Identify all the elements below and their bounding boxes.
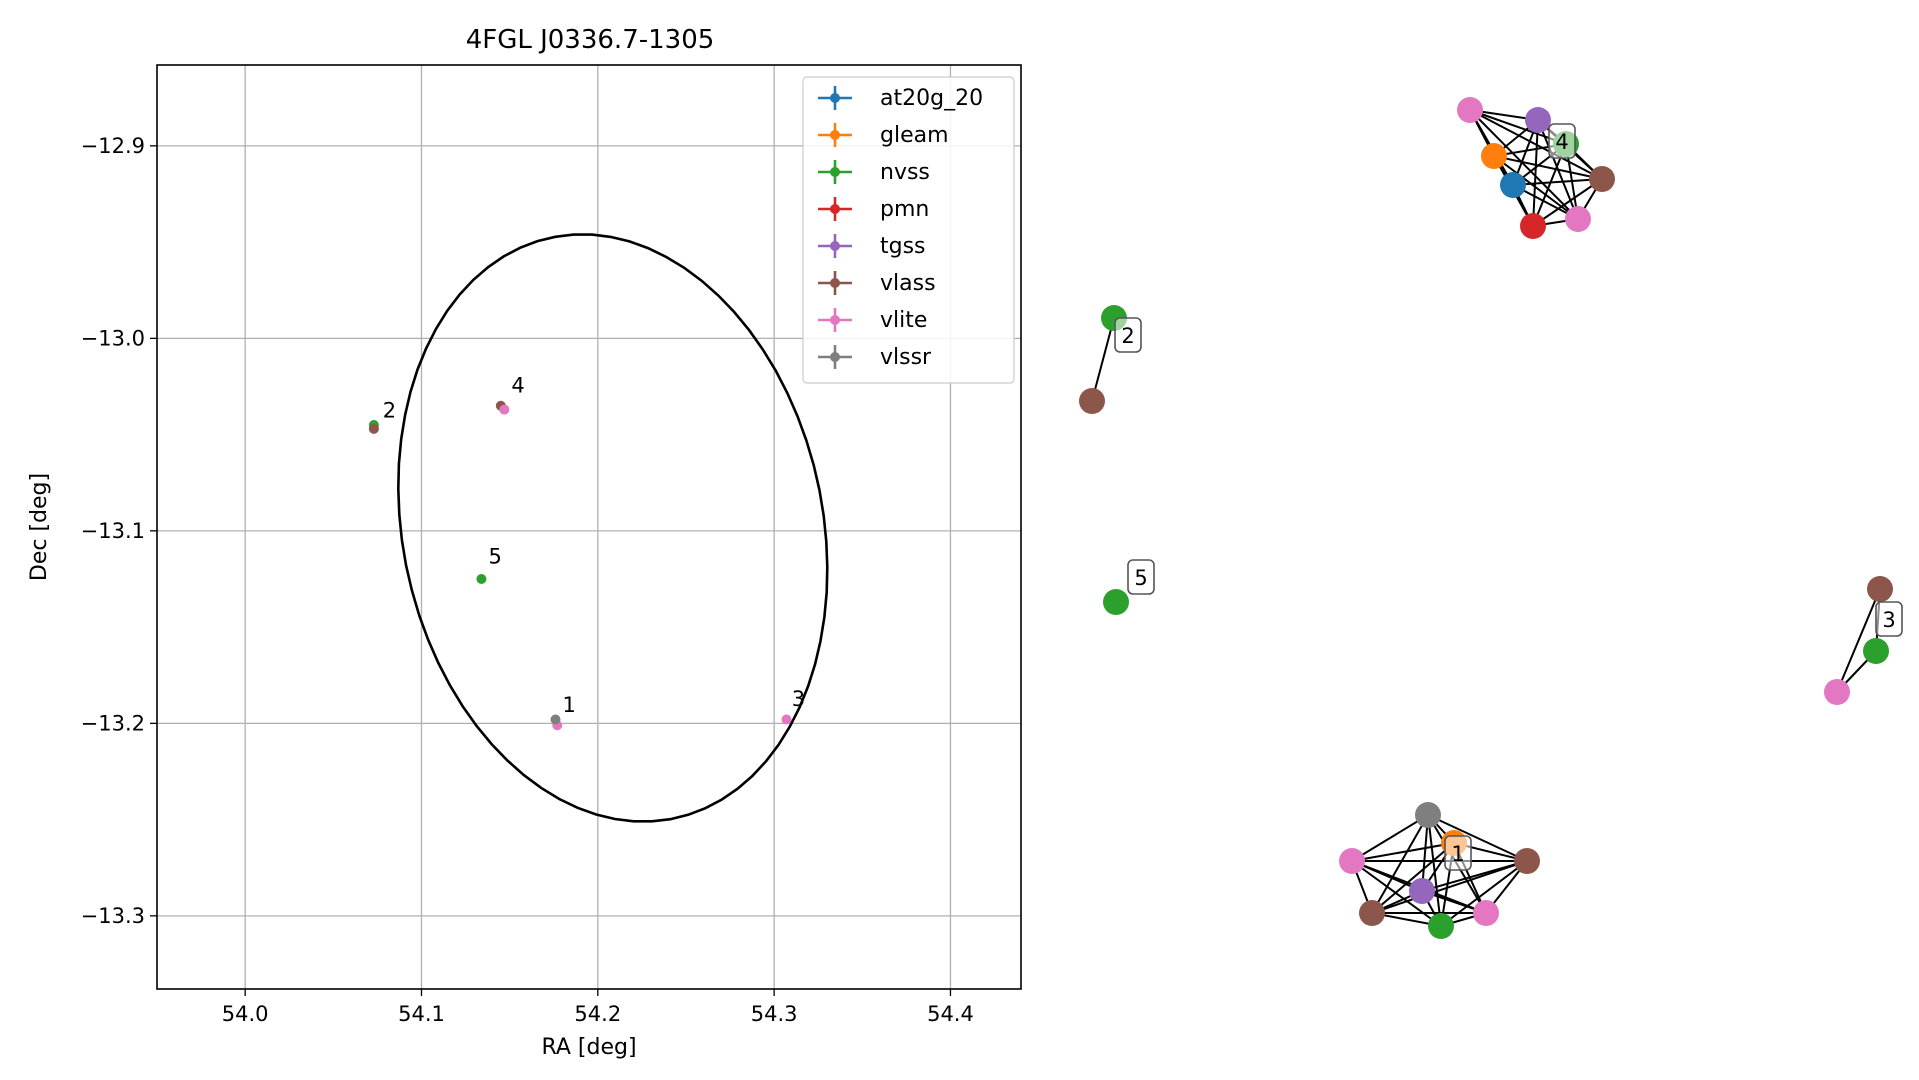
network-cluster-label: 1 <box>1444 835 1472 871</box>
network-edge <box>1371 860 1528 914</box>
legend-label: nvss <box>880 160 930 185</box>
legend-item-vlite: vlite <box>818 308 927 333</box>
network-node-vlite <box>1457 97 1483 123</box>
network-node-vlite <box>1473 900 1499 926</box>
network-cluster-label-text: 1 <box>1451 842 1464 866</box>
network-node-tgss <box>1525 107 1551 133</box>
network-edge <box>1440 860 1528 927</box>
x-tick-label: 54.4 <box>927 1002 974 1026</box>
network-edges <box>1091 109 1881 927</box>
network-edge <box>1427 814 1528 862</box>
legend-label: at20g_20 <box>880 86 983 111</box>
network-cluster-label: 4 <box>1548 123 1576 159</box>
y-axis-label: Dec [deg] <box>27 473 52 581</box>
uncertainty-ellipse <box>396 233 829 823</box>
point-vlass <box>368 423 379 434</box>
network-edge <box>1371 842 1455 914</box>
network-edge <box>1351 842 1455 862</box>
x-tick-label: 54.1 <box>398 1002 445 1026</box>
network-labels: 1 2 3 4 5 <box>1114 123 1903 871</box>
legend-item-pmn: pmn <box>818 197 929 222</box>
network-node-vlass <box>1079 388 1105 414</box>
y-tick-label: −13.0 <box>81 326 145 350</box>
y-tick-label: −13.1 <box>81 519 145 543</box>
network-node-gleam <box>1481 143 1507 169</box>
network-cluster-label-text: 5 <box>1134 566 1147 590</box>
legend-item-tgss: tgss <box>818 234 926 259</box>
network-edge <box>1091 317 1115 402</box>
network-node-vlass <box>1514 848 1540 874</box>
network-node-pmn <box>1520 213 1546 239</box>
grid <box>157 65 1021 989</box>
network-node-nvss <box>1428 913 1454 939</box>
network-edge <box>1532 178 1603 227</box>
network-edge <box>1836 588 1881 693</box>
chart-title: 4FGL J0336.7-1305 <box>466 25 715 55</box>
x-tick-label: 54.2 <box>574 1002 621 1026</box>
network-cluster-label: 2 <box>1114 317 1142 353</box>
point-nvss <box>476 573 487 584</box>
network-cluster-label-text: 4 <box>1555 130 1568 154</box>
network-edge <box>1532 119 1539 227</box>
y-tick-label: −13.3 <box>81 904 145 928</box>
legend-label: pmn <box>880 197 929 222</box>
source-label: 4 <box>511 373 524 397</box>
network-edge <box>1469 109 1579 220</box>
network-cluster-label-text: 2 <box>1121 324 1134 348</box>
point-vlssr <box>550 714 561 725</box>
network-cluster-label-text: 3 <box>1882 608 1895 632</box>
source-annotations: 1 2 3 4 5 <box>383 373 805 717</box>
network-node-vlssr <box>1415 802 1441 828</box>
axis-ticks: 54.0 54.1 54.2 54.3 54.4 −12.9 −13.0 −13.1 −13.2… <box>81 134 974 1026</box>
network-node-nvss <box>1103 589 1129 615</box>
network-node-tgss <box>1409 878 1435 904</box>
network-node-vlite <box>1565 206 1591 232</box>
legend-label: tgss <box>880 234 926 259</box>
legend-item-vlssr: vlssr <box>818 345 932 370</box>
network-nodes <box>1079 97 1893 939</box>
legend-label: gleam <box>880 123 949 148</box>
network-node-vlite <box>1824 679 1850 705</box>
network-node-at20g_20 <box>1500 172 1526 198</box>
network-node-vlass <box>1359 900 1385 926</box>
legend-label: vlass <box>880 271 936 296</box>
source-label: 3 <box>792 687 805 711</box>
y-tick-label: −12.9 <box>81 134 145 158</box>
source-label: 5 <box>488 545 501 569</box>
data-points <box>368 400 792 731</box>
y-tick-label: −13.2 <box>81 711 145 735</box>
legend-item-at20g_20: at20g_20 <box>818 86 983 111</box>
source-label: 2 <box>383 398 396 422</box>
network-edge <box>1351 814 1429 862</box>
network-edge <box>1512 178 1603 186</box>
x-axis-label: RA [deg] <box>541 1035 636 1060</box>
x-tick-label: 54.0 <box>222 1002 269 1026</box>
network-node-vlite <box>1339 848 1365 874</box>
network-edge <box>1493 155 1603 180</box>
source-label: 1 <box>563 693 576 717</box>
network-cluster-label: 5 <box>1127 559 1155 595</box>
network-cluster-label: 3 <box>1875 601 1903 637</box>
network-node-nvss <box>1863 638 1889 664</box>
plot-frame <box>156 64 1022 990</box>
x-tick-label: 54.3 <box>751 1002 798 1026</box>
legend-item-gleam: gleam <box>818 123 949 148</box>
point-vlite <box>781 714 792 725</box>
legend-label: vlssr <box>880 345 932 370</box>
network-edge <box>1493 155 1579 220</box>
legend-item-vlass: vlass <box>818 271 936 296</box>
network-node-vlass <box>1867 576 1893 602</box>
legend-box <box>802 76 1015 384</box>
network-node-vlass <box>1589 166 1615 192</box>
point-vlite <box>499 404 510 415</box>
legend-label: vlite <box>880 308 927 333</box>
network-edge <box>1371 814 1429 914</box>
network-edge <box>1351 860 1442 927</box>
legend-item-nvss: nvss <box>818 160 930 185</box>
